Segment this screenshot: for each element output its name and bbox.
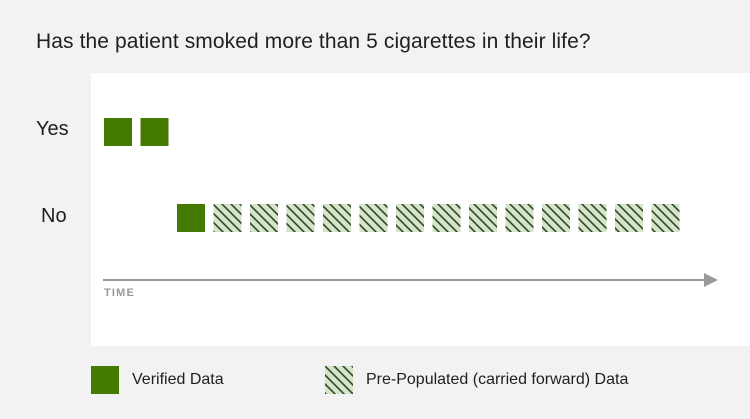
prepopulated-mark-no-7 (323, 204, 351, 232)
prepopulated-mark-no-10 (432, 204, 461, 232)
verified-mark-yes-2 (140, 118, 169, 146)
category-label-no: No (41, 205, 67, 227)
legend-swatch-prepopulated (325, 366, 353, 394)
prepopulated-mark-no-11 (469, 204, 497, 232)
category-label-yes: Yes (36, 118, 69, 140)
legend-swatch-verified (91, 366, 119, 394)
x-axis-label: TIME (104, 287, 135, 299)
chart-title: Has the patient smoked more than 5 cigar… (36, 30, 591, 53)
prepopulated-mark-no-4 (213, 204, 242, 232)
legend-label-prepopulated: Pre-Populated (carried forward) Data (366, 371, 629, 388)
prepopulated-mark-no-16 (651, 204, 680, 232)
x-axis-arrow (704, 273, 718, 287)
verified-mark-no-3 (177, 204, 205, 232)
x-axis: TIME (103, 273, 718, 299)
prepopulated-mark-no-14 (578, 204, 607, 232)
legend-label-verified: Verified Data (132, 371, 224, 388)
prepopulated-mark-no-5 (250, 204, 278, 232)
prepopulated-mark-no-8 (359, 204, 388, 232)
prepopulated-mark-no-6 (286, 204, 315, 232)
legend-item-verified: Verified Data (91, 366, 224, 394)
prepopulated-mark-no-12 (505, 204, 534, 232)
prepopulated-mark-no-13 (542, 204, 570, 232)
legend-item-prepopulated: Pre-Populated (carried forward) Data (325, 366, 628, 394)
verified-mark-yes-1 (104, 118, 132, 146)
prepopulated-mark-no-15 (615, 204, 643, 232)
data-marks (104, 118, 680, 232)
prepopulated-mark-no-9 (396, 204, 424, 232)
